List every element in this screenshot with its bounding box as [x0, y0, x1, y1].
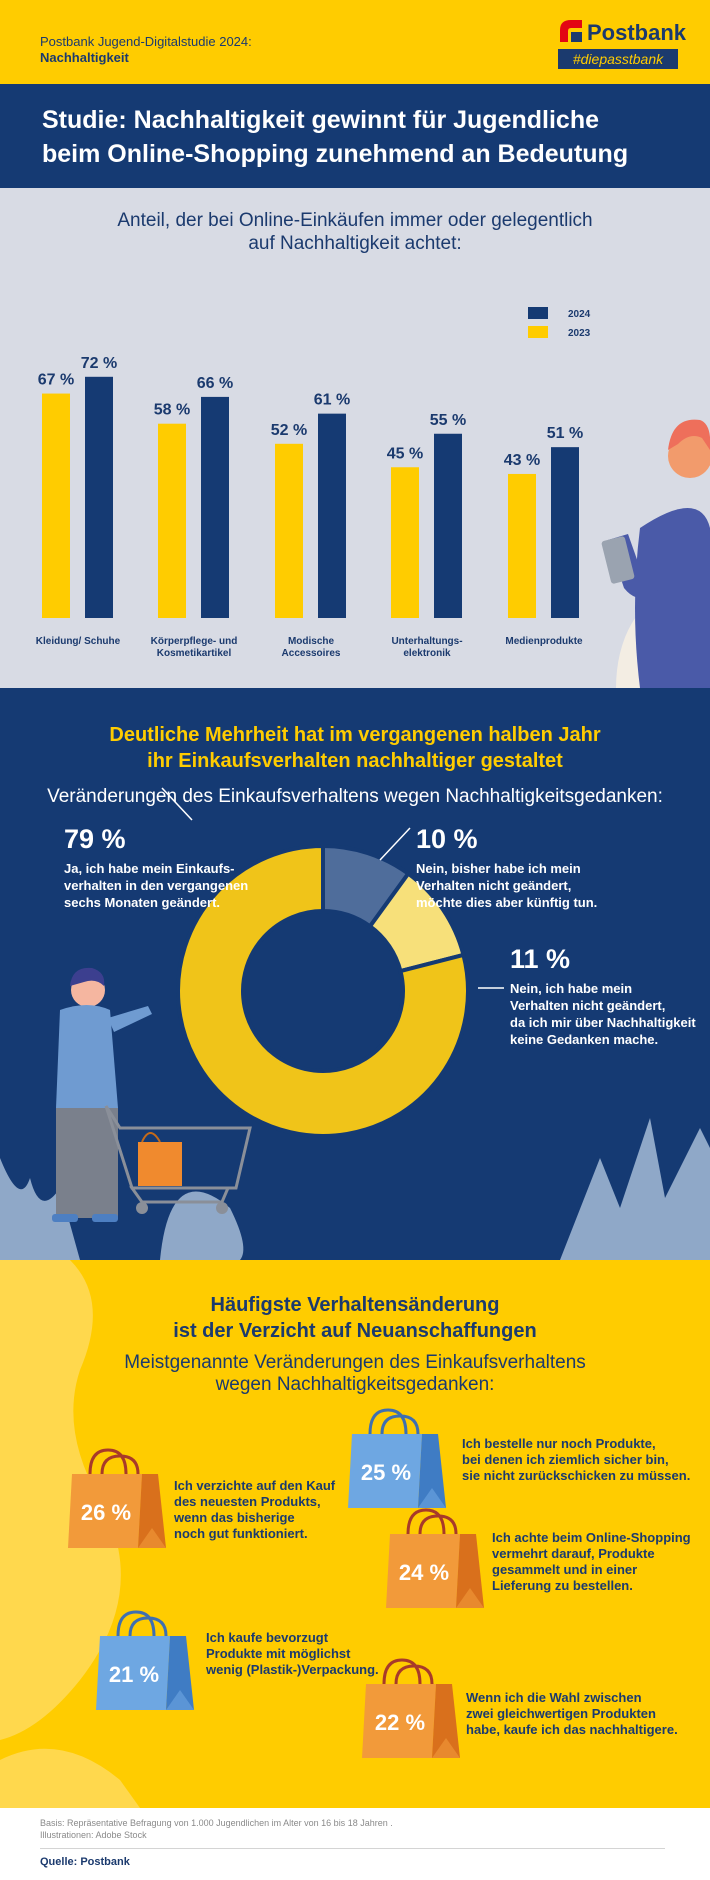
donut-slice-yes [176, 843, 470, 1138]
bar-label-2023-3: 52 % [271, 422, 307, 439]
footer-basis: Basis: Repräsentative Befragung von 1.00… [40, 1818, 393, 1828]
bar-label-2024-1: 72 % [81, 355, 117, 372]
donut-title-line1: Deutliche Mehrheit hat im vergangenen ha… [109, 724, 601, 746]
logo-wordmark: Postbank [587, 20, 687, 45]
shopping-bag-3 [386, 1508, 484, 1608]
category-label-1: Kleidung/ Schuhe [36, 636, 121, 647]
bar-2024-5 [551, 447, 579, 618]
category-label-4: Unterhaltungs- [391, 636, 462, 647]
page-title-line1: Studie: Nachhaltigkeit gewinnt für Jugen… [42, 106, 599, 134]
category-label-5: Medienprodukte [505, 636, 583, 647]
bar-2024-1 [85, 376, 113, 618]
bag-desc-3: Ich achte beim Online-Shopping vermehrt … [492, 1530, 691, 1593]
bag-desc-1: Ich verzichte auf den Kauf des neuesten … [174, 1478, 336, 1541]
bar-label-2023-1: 67 % [38, 372, 74, 389]
bags-subtitle-line1: Meistgenannte Veränderungen des Einkaufs… [124, 1352, 586, 1373]
donut-desc-yes: Ja, ich habe mein Einkaufs- verhalten in… [64, 861, 249, 910]
legend-label-2023: 2023 [568, 328, 591, 339]
donut-chart-section [0, 688, 710, 1260]
bag-desc-2: Ich bestelle nur noch Produkte, bei dene… [462, 1436, 691, 1483]
bag-value-4: 21 % [109, 1662, 159, 1687]
bar-2024-3 [318, 413, 346, 618]
bar-chart: 67 % 72 % Kleidung/ Schuhe 58 % 66 % Körperpf… [36, 307, 710, 688]
category-label-2: Körperpflege- und [151, 636, 238, 647]
bar-chart-question-line1: Anteil, der bei Online-Einkäufen immer o… [117, 210, 593, 231]
bag-value-1: 26 % [81, 1500, 131, 1525]
donut-title-line2: ihr Einkaufsverhalten nachhaltiger gesta… [147, 750, 563, 772]
category-label-4: elektronik [403, 648, 451, 659]
footer-illustrations: Illustrationen: Adobe Stock [40, 1830, 147, 1840]
shopper-with-cart-illustration [52, 967, 252, 1222]
title-band [0, 84, 710, 188]
bags-title-line1: Häufigste Verhaltensänderung [210, 1294, 500, 1316]
footer [0, 1808, 710, 1880]
person-with-tablet-illustration [601, 419, 710, 688]
bags-title-line2: ist der Verzicht auf Neuanschaffungen [173, 1320, 537, 1342]
donut-chart [0, 787, 710, 1260]
footer-divider [40, 1848, 665, 1849]
bar-2023-4 [391, 467, 419, 618]
bar-label-2024-3: 61 % [314, 392, 350, 409]
bar-2023-3 [275, 443, 303, 618]
donut-subtitle: Veränderungen des Einkaufsverhaltens weg… [47, 786, 663, 807]
postbank-logo-icon [560, 20, 582, 42]
legend-swatch-2023 [528, 326, 548, 338]
category-label-2: Kosmetikartikel [157, 648, 232, 659]
bar-label-2023-2: 58 % [154, 402, 190, 419]
leader-line-future [379, 827, 411, 861]
donut-desc-no: Nein, ich habe mein Verhalten nicht geän… [510, 981, 696, 1047]
legend-label-2024: 2024 [568, 309, 591, 320]
bar-2023-1 [42, 393, 70, 618]
bar-2023-2 [158, 423, 186, 618]
bags-subtitle-line2: wegen Nachhaltigkeitsgedanken: [215, 1374, 495, 1395]
bar-2023-5 [508, 473, 536, 618]
bar-chart-section [0, 188, 710, 688]
shopping-bag-1 [68, 1448, 166, 1548]
category-label-3: Modische [288, 636, 335, 647]
bag-value-3: 24 % [399, 1560, 449, 1585]
bar-label-2024-2: 66 % [197, 375, 233, 392]
bag-desc-4: Ich kaufe bevorzugt Produkte mit möglich… [206, 1630, 379, 1677]
category-label-3: Accessoires [282, 648, 341, 659]
study-topic: Nachhaltigkeit [40, 50, 129, 65]
shopping-bag-5 [362, 1658, 460, 1758]
shopping-bag-4 [96, 1610, 194, 1710]
donut-desc-future: Nein, bisher habe ich mein Verhalten nic… [416, 861, 598, 910]
bar-2024-2 [201, 396, 229, 618]
bar-2024-4 [434, 433, 462, 618]
bar-label-2024-4: 55 % [430, 412, 466, 429]
donut-label-no: 11 % [510, 944, 571, 974]
logo-tagline: #diepasstbank [558, 49, 678, 69]
page-title-line2: beim Online-Shopping zunehmend an Bedeut… [42, 140, 629, 168]
bar-label-2023-5: 43 % [504, 452, 540, 469]
donut-label-future: 10 % [416, 824, 478, 854]
leader-line-yes [161, 787, 193, 821]
shopping-bag-2 [348, 1408, 446, 1508]
legend-swatch-2024 [528, 307, 548, 319]
bag-desc-5: Wenn ich die Wahl zwischen zwei gleichwe… [466, 1690, 678, 1737]
donut-label-yes: 79 % [64, 824, 126, 854]
study-name: Postbank Jugend-Digitalstudie 2024: [40, 34, 252, 49]
bag-value-5: 22 % [375, 1710, 425, 1735]
bar-label-2024-5: 51 % [547, 425, 583, 442]
bar-chart-question-line2: auf Nachhaltigkeit achtet: [248, 233, 462, 254]
footer-source: Quelle: Postbank [40, 1856, 130, 1868]
bag-value-2: 25 % [361, 1460, 411, 1485]
bar-label-2023-4: 45 % [387, 445, 423, 462]
header-bar [0, 0, 710, 84]
background-blob-illustration [0, 1260, 140, 1808]
bags-chart: 26 % 25 % 24 % 21 % 22 % [0, 1260, 484, 1808]
